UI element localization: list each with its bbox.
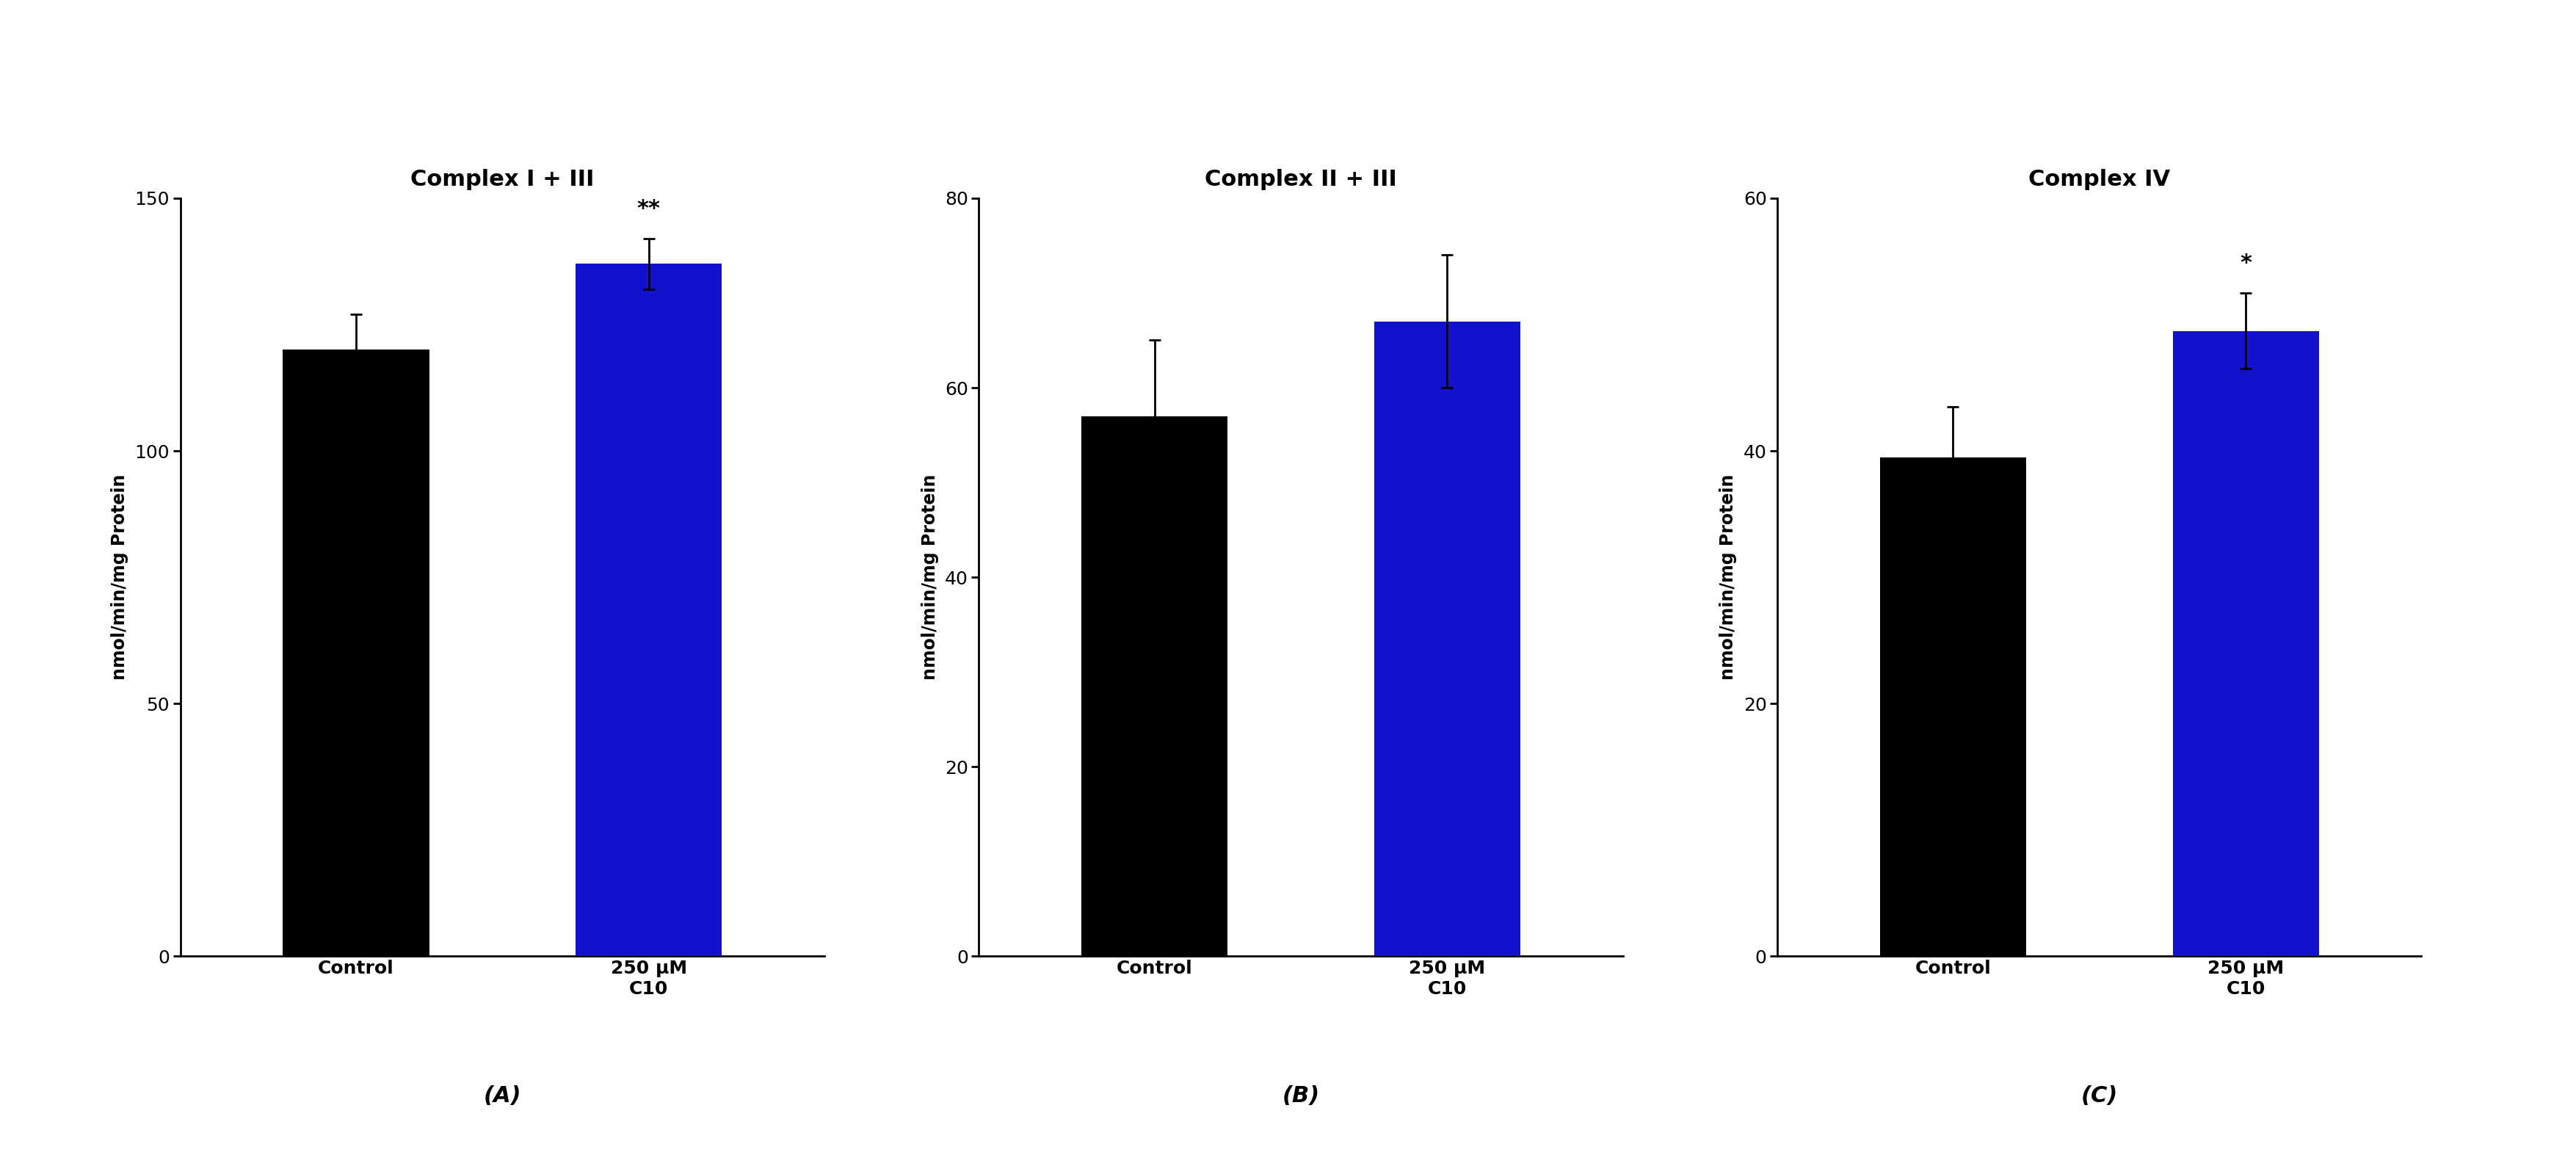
Text: (C): (C) bbox=[2081, 1086, 2117, 1107]
Bar bbox=[1880, 457, 2027, 956]
Text: (B): (B) bbox=[1283, 1086, 1319, 1107]
Title: Complex II + III: Complex II + III bbox=[1206, 169, 1396, 190]
Y-axis label: nmol/min/mg Protein: nmol/min/mg Protein bbox=[1721, 475, 1736, 680]
Bar bbox=[2172, 331, 2318, 956]
Text: **: ** bbox=[636, 198, 659, 219]
Bar bbox=[574, 264, 721, 956]
Bar bbox=[1082, 416, 1229, 956]
Bar bbox=[1373, 322, 1520, 956]
Text: (A): (A) bbox=[484, 1086, 520, 1107]
Title: Complex I + III: Complex I + III bbox=[410, 169, 595, 190]
Y-axis label: nmol/min/mg Protein: nmol/min/mg Protein bbox=[111, 475, 129, 680]
Title: Complex IV: Complex IV bbox=[2027, 169, 2172, 190]
Bar bbox=[283, 350, 430, 956]
Text: *: * bbox=[2241, 253, 2251, 274]
Y-axis label: nmol/min/mg Protein: nmol/min/mg Protein bbox=[922, 475, 938, 680]
